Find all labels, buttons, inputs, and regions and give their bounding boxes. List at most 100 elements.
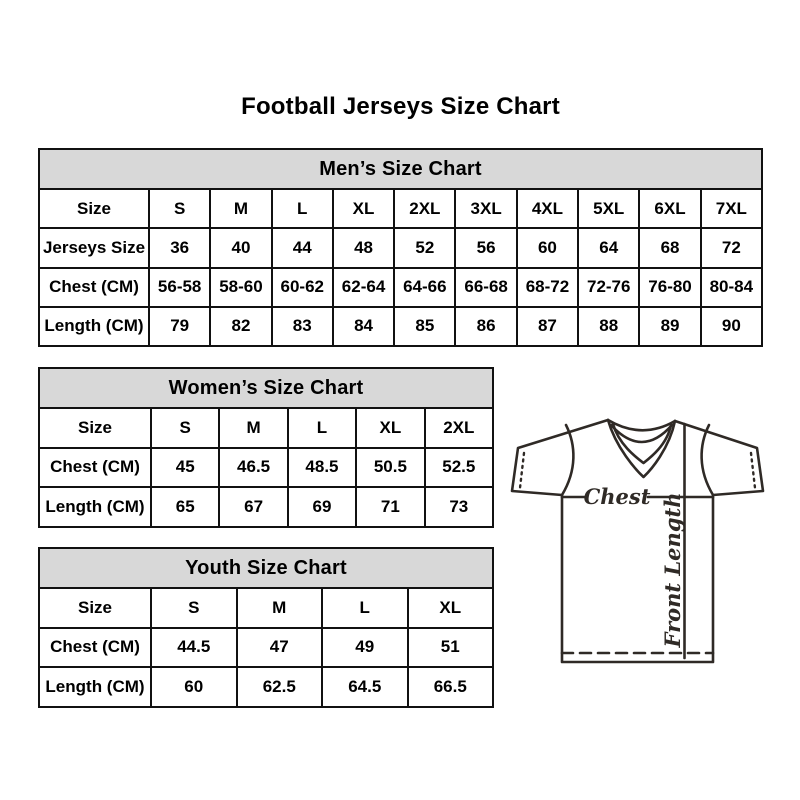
table-row: Chest (CM) 44.5 47 49 51 [38,626,494,669]
size-value-cell: 80-84 [699,266,764,308]
table-title-row: Women’s Size Chart [38,367,494,409]
size-value-cell: 60-62 [270,266,334,308]
size-value-cell: 66-68 [454,266,518,308]
column-header: M [209,187,273,230]
table-header-row: Size S M L XL 2XL [38,407,495,449]
table-header-row: Size S M L XL 2XL 3XL 4XL 5XL 6XL 7XL [38,187,764,230]
size-value-cell: 52 [393,227,457,269]
size-value-cell: 84 [331,305,396,348]
size-value-cell: 88 [577,305,641,348]
size-value-cell: 48 [331,227,396,269]
size-value-cell: 85 [393,305,457,348]
column-header: M [218,407,289,449]
size-value-cell: 67 [218,486,289,528]
size-value-cell: 68-72 [515,266,580,308]
column-header: S [150,587,238,629]
size-value-cell: 73 [423,486,495,528]
jersey-left-armhole-seam [560,423,575,497]
column-header: 6XL [638,187,702,230]
size-value-cell: 79 [147,305,212,348]
size-value-cell: 82 [209,305,273,348]
womens-size-table: Women’s Size Chart Size S M L XL 2XL Chest (CM)… [38,367,495,528]
jersey-collar-outer [606,418,677,479]
size-value-cell: 64.5 [321,666,409,708]
size-value-cell: 40 [209,227,273,269]
size-value-cell: 86 [454,305,518,348]
size-value-cell: 62.5 [235,666,323,708]
row-label: Size [38,187,150,230]
table-title-row: Men’s Size Chart [38,148,763,190]
size-value-cell: 60 [150,666,238,708]
size-value-cell: 83 [270,305,334,348]
table-row: Chest (CM) 45 46.5 48.5 50.5 52.5 [38,446,495,489]
jersey-outline [510,418,765,664]
youth-size-table: Youth Size Chart Size S M L XL Chest (CM) 44.5 4… [38,547,494,708]
front-length-label: Front Length [660,493,685,649]
table-title-row: Youth Size Chart [38,547,494,589]
table-title: Women’s Size Chart [38,367,494,409]
column-header: 5XL [577,187,641,230]
row-label: Length (CM) [38,305,150,348]
column-header: S [149,407,221,449]
size-value-cell: 87 [515,305,580,348]
size-value-cell: 90 [699,305,764,348]
row-label: Length (CM) [38,666,152,708]
size-value-cell: 46.5 [218,446,289,489]
row-label: Jerseys Size [38,227,150,269]
size-value-cell: 45 [149,446,221,489]
size-value-cell: 68 [638,227,702,269]
table-title: Men’s Size Chart [38,148,763,190]
table-row: Jerseys Size 36 40 44 48 52 56 60 64 68 72 [38,227,764,269]
size-value-cell: 64 [577,227,641,269]
column-header: XL [355,407,426,449]
column-header: S [147,187,212,230]
size-value-cell: 64-66 [393,266,457,308]
size-value-cell: 44 [270,227,334,269]
size-value-cell: 76-80 [638,266,702,308]
size-value-cell: 66.5 [406,666,494,708]
mens-size-table: Men’s Size Chart Size S M L XL 2XL 3XL 4XL 5XL 6XL… [38,148,764,348]
chest-label: Chest [584,484,651,509]
table-header-row: Size S M L XL [38,587,494,629]
jersey-right-armhole-seam [700,423,715,497]
table-row: Length (CM) 79 82 83 84 85 86 87 88 89 90 [38,305,764,348]
size-value-cell: 51 [406,626,494,669]
column-header: L [270,187,334,230]
size-value-cell: 49 [321,626,409,669]
size-value-cell: 72-76 [577,266,641,308]
row-label: Length (CM) [38,486,152,528]
column-header: 3XL [454,187,518,230]
size-value-cell: 56 [454,227,518,269]
page-title: Football Jerseys Size Chart [241,93,560,120]
table-row: Length (CM) 60 62.5 64.5 66.5 [38,666,494,708]
column-header: 7XL [699,187,764,230]
size-value-cell: 89 [638,305,702,348]
size-value-cell: 62-64 [331,266,396,308]
column-header: 2XL [393,187,457,230]
size-value-cell: 36 [147,227,212,269]
size-value-cell: 56-58 [147,266,212,308]
column-header: L [286,407,358,449]
size-value-cell: 58-60 [209,266,273,308]
size-value-cell: 48.5 [286,446,358,489]
size-value-cell: 47 [235,626,323,669]
table-row: Length (CM) 65 67 69 71 73 [38,486,495,528]
jersey-collar-back-seam-top [606,418,677,432]
row-label: Chest (CM) [38,626,152,669]
column-header: 4XL [515,187,580,230]
size-value-cell: 44.5 [150,626,238,669]
row-label: Chest (CM) [38,266,150,308]
jersey-measurement-diagram: Chest Front Length [510,418,765,664]
row-label: Chest (CM) [38,446,152,489]
jersey-collar-back-seam-bottom [609,423,674,444]
size-value-cell: 72 [699,227,764,269]
row-label: Size [38,407,152,449]
jersey-collar-inner [611,422,673,465]
size-value-cell: 65 [149,486,221,528]
column-header: L [321,587,409,629]
size-value-cell: 69 [286,486,358,528]
size-value-cell: 52.5 [423,446,495,489]
size-value-cell: 60 [515,227,580,269]
jersey-right-cuff-stitch [749,451,757,490]
table-title: Youth Size Chart [38,547,494,589]
